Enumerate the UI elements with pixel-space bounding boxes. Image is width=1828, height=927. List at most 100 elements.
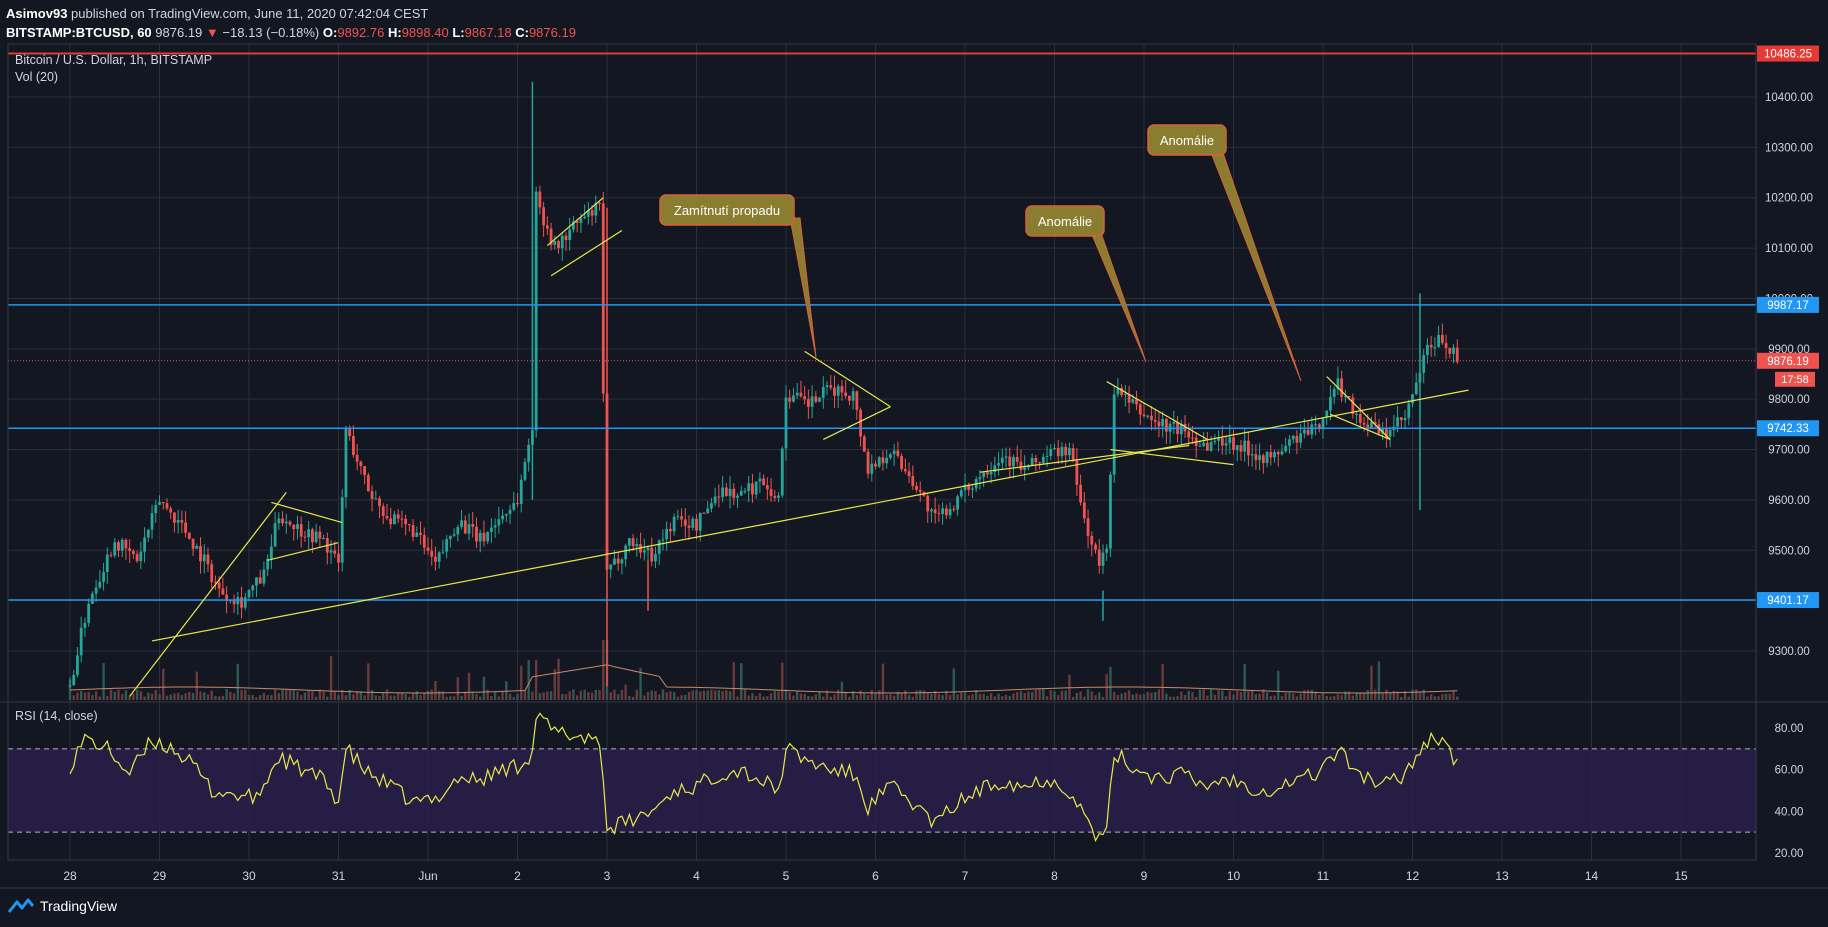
candle (1049, 444, 1053, 461)
candle (836, 383, 840, 408)
candle-body (1150, 415, 1153, 421)
candle-body (1362, 422, 1366, 425)
candle-body (915, 486, 918, 490)
volume-bar (441, 691, 445, 700)
volume-bar (1064, 690, 1067, 700)
candle (482, 520, 486, 547)
candle-body (1228, 437, 1232, 444)
candle (654, 546, 657, 569)
volume-bar (907, 695, 911, 700)
volume-bar (1042, 689, 1045, 700)
candle-body (706, 508, 710, 514)
candle (993, 456, 997, 478)
high-value: 9898.40 (401, 25, 449, 40)
volume-bar (184, 693, 187, 700)
volume-bar (344, 695, 348, 700)
candle (646, 545, 650, 563)
volume-bar (1083, 696, 1086, 700)
candle (668, 522, 672, 543)
candle (113, 538, 117, 559)
volume-bar (564, 694, 568, 700)
tradingview-brand[interactable]: TradingView (8, 898, 117, 914)
candle-body (956, 496, 959, 510)
candle-body (1019, 461, 1023, 470)
volume-bar (303, 692, 307, 700)
volume-bar (699, 691, 702, 700)
candle (1258, 443, 1262, 471)
rsi-band (8, 748, 1756, 833)
volume-bar (520, 665, 523, 700)
volume-bar (620, 689, 624, 700)
candle-body (877, 457, 881, 467)
candle (437, 551, 441, 569)
candle-body (1101, 552, 1105, 566)
time-tick-label: 12 (1406, 869, 1420, 883)
candle-body (180, 519, 184, 523)
candle-body (124, 539, 128, 549)
candle-body (1347, 396, 1351, 398)
volume-bar (1202, 689, 1205, 700)
rsi-pane[interactable] (0, 701, 1828, 843)
candle-body (225, 594, 229, 601)
candle (1426, 338, 1429, 364)
candle (616, 551, 620, 571)
candle-body (1254, 454, 1258, 461)
candle (146, 529, 150, 542)
candle (1265, 450, 1269, 468)
volume-bar (1295, 696, 1299, 700)
volume-bar (672, 692, 676, 700)
volume-bar (609, 692, 612, 700)
candle (117, 540, 120, 558)
candle (572, 216, 575, 233)
candle (829, 374, 833, 391)
volume-bar (1098, 692, 1101, 700)
candle-body (855, 391, 859, 410)
candle-body (169, 508, 173, 513)
volume-bar (415, 691, 419, 700)
candle (1135, 390, 1138, 411)
candle (102, 562, 105, 591)
time-tick-label: 8 (1051, 869, 1058, 883)
candle-body (221, 588, 225, 595)
candle (1239, 439, 1243, 461)
volume-bar (501, 691, 504, 700)
candle (1422, 348, 1426, 384)
volume-bar (814, 694, 818, 700)
volume-bar (1426, 696, 1429, 700)
volume-bar (479, 696, 482, 700)
candle (1384, 417, 1388, 448)
author-name[interactable]: Asimov93 (6, 6, 68, 21)
candle-body (881, 457, 885, 464)
volume-bar (456, 677, 460, 700)
candle (1291, 434, 1295, 444)
candle-body (896, 450, 900, 456)
price-pane[interactable] (8, 52, 1756, 700)
candle-body (1306, 429, 1310, 435)
volume-bar (933, 690, 937, 700)
candle-body (654, 553, 657, 562)
volume-bar (240, 689, 243, 700)
candle-body (214, 581, 217, 583)
candle-body (844, 392, 848, 396)
volume-bar (1090, 691, 1093, 700)
candle-body (463, 520, 467, 534)
candle (792, 387, 795, 403)
candle (165, 498, 169, 511)
volume-bar (217, 696, 221, 700)
candle (754, 481, 758, 499)
candle-body (1332, 389, 1336, 398)
candle-body (87, 603, 91, 623)
volume-bar (1187, 690, 1190, 700)
candle (1355, 410, 1358, 424)
candle (296, 515, 299, 540)
candle-body (79, 627, 83, 656)
candle (105, 547, 109, 584)
candle-body (941, 508, 945, 514)
volume-bar (904, 690, 907, 700)
candle (404, 514, 408, 536)
volume-bar (318, 689, 322, 700)
candle (982, 472, 986, 487)
candle (262, 561, 266, 587)
volume-bar (162, 668, 165, 700)
